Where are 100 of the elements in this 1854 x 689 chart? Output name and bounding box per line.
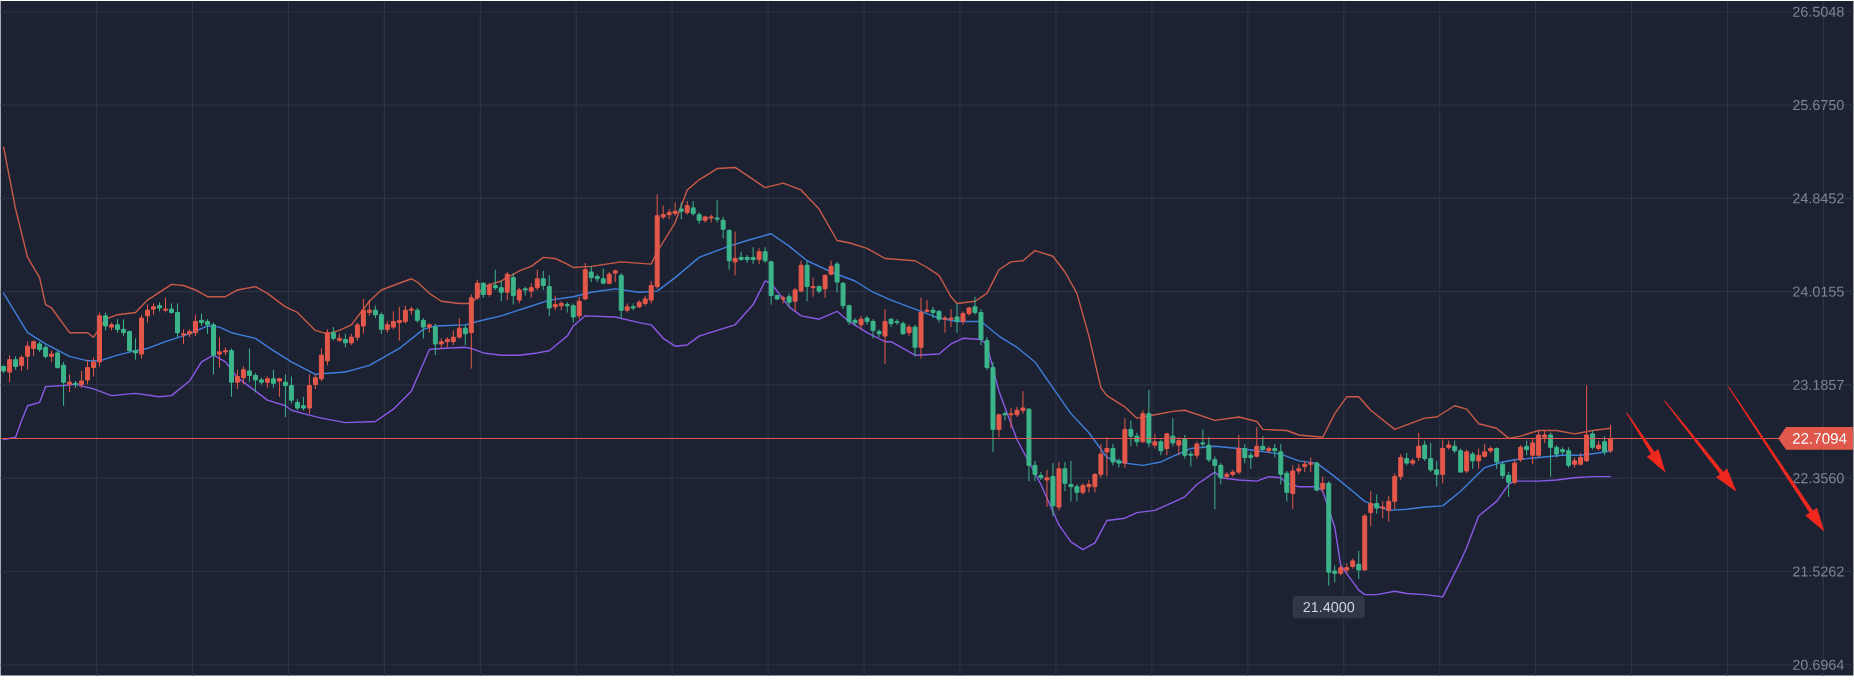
- candlestick: [504, 271, 510, 301]
- candlestick: [432, 323, 438, 356]
- y-tick-label: 21.5262: [1793, 566, 1844, 577]
- candlestick: [918, 297, 924, 359]
- y-tick-label: 22.3560: [1793, 472, 1844, 484]
- candlestick: [1488, 445, 1494, 454]
- candlestick: [510, 272, 516, 305]
- y-tick-label: 20.6964: [1793, 659, 1844, 670]
- candlestick: [1410, 457, 1416, 466]
- candlestick: [1314, 461, 1320, 492]
- candlestick: [1194, 441, 1200, 459]
- candlestick: [1266, 445, 1272, 454]
- line-series: [2, 232, 1612, 511]
- candlestick: [139, 314, 144, 359]
- candlestick: [516, 287, 522, 304]
- candlestick: [606, 271, 612, 285]
- candlestick: [924, 299, 930, 313]
- candlestick: [486, 282, 492, 298]
- candlestick: [810, 276, 816, 298]
- candlestick: [67, 373, 73, 393]
- ref-line-label: 22.7094: [1792, 432, 1847, 444]
- candlestick: [1350, 558, 1356, 570]
- candlestick: [714, 199, 720, 223]
- candlestick: [109, 321, 115, 331]
- candlestick: [522, 285, 528, 296]
- candlestick: [7, 354, 13, 383]
- candlestick: [906, 324, 912, 337]
- candlestick: [630, 302, 636, 311]
- candlestick: [13, 355, 19, 371]
- candlestick: [1062, 461, 1068, 492]
- candlestick: [612, 269, 618, 283]
- candlestick: [834, 261, 840, 293]
- candlestick: [462, 324, 468, 346]
- candlestick: [684, 200, 690, 215]
- candlestick: [828, 260, 834, 276]
- candlestick: [103, 311, 109, 331]
- candlestick: [228, 347, 234, 398]
- candlestick: [582, 262, 588, 301]
- candlestick: [1260, 435, 1266, 452]
- candlestick: [342, 333, 348, 348]
- candlestick: [1374, 493, 1380, 515]
- candlestick: [876, 328, 882, 338]
- candlestick: [696, 211, 702, 224]
- candlestick: [1494, 446, 1500, 470]
- y-tick-label: 26.5048: [1793, 6, 1844, 17]
- candlestick: [1362, 513, 1368, 572]
- candlestick: [330, 326, 336, 341]
- candlestick: [270, 369, 276, 389]
- candlestick: [858, 315, 864, 330]
- candlestick: [1470, 451, 1476, 470]
- candlestick: [1446, 439, 1452, 450]
- candlestick: [480, 281, 486, 299]
- candlestick: [1602, 435, 1608, 456]
- candlestick: [426, 323, 432, 334]
- candlestick: [912, 324, 918, 357]
- candlestick: [756, 247, 762, 265]
- candlestick: [678, 201, 684, 220]
- candlestick: [1524, 439, 1530, 456]
- candlestick: [954, 302, 960, 334]
- candlestick: [720, 216, 726, 239]
- candlestick: [49, 350, 55, 363]
- candlestick: [624, 302, 630, 313]
- candlestick: [1146, 389, 1152, 448]
- candlestick: [73, 380, 79, 389]
- candlestick: [1044, 469, 1050, 508]
- candlestick: [780, 294, 786, 304]
- candlestick: [1158, 438, 1164, 456]
- y-tick-label: 23.1857: [1793, 379, 1844, 390]
- candlestick: [1512, 459, 1518, 485]
- y-tick-label: 24.8452: [1793, 193, 1844, 204]
- candlestick: [264, 375, 270, 389]
- candlestick: [618, 272, 624, 319]
- candlestick: [1038, 471, 1044, 481]
- candlestick: [163, 297, 168, 313]
- candlestick: [726, 228, 732, 271]
- candlestick: [157, 301, 162, 312]
- candlestick: [1170, 417, 1176, 447]
- candlestick: [732, 230, 738, 276]
- candlestick: [1404, 452, 1410, 466]
- candlestick: [804, 260, 810, 302]
- candlestick: [1356, 550, 1362, 580]
- candlestick: [1518, 444, 1524, 463]
- candlestick: [1320, 475, 1326, 493]
- candlestick: [690, 200, 696, 217]
- candlestick: [786, 292, 792, 308]
- candlestick: [1056, 461, 1062, 511]
- annotation: 21.4000: [1303, 601, 1355, 613]
- candlestick: [336, 333, 342, 343]
- y-tick-label: 24.0155: [1793, 286, 1844, 297]
- candlestick: [900, 320, 906, 336]
- candlestick: [1272, 443, 1278, 458]
- candlestick: [546, 274, 552, 317]
- candlestick: [1590, 429, 1596, 450]
- candlestick: [540, 270, 546, 291]
- candlestick: [882, 308, 888, 365]
- candlestick: [151, 302, 156, 316]
- candlestick: [816, 284, 822, 294]
- candlestick: [1596, 439, 1602, 452]
- candlestick: [576, 296, 582, 320]
- candlestick: [1368, 490, 1374, 527]
